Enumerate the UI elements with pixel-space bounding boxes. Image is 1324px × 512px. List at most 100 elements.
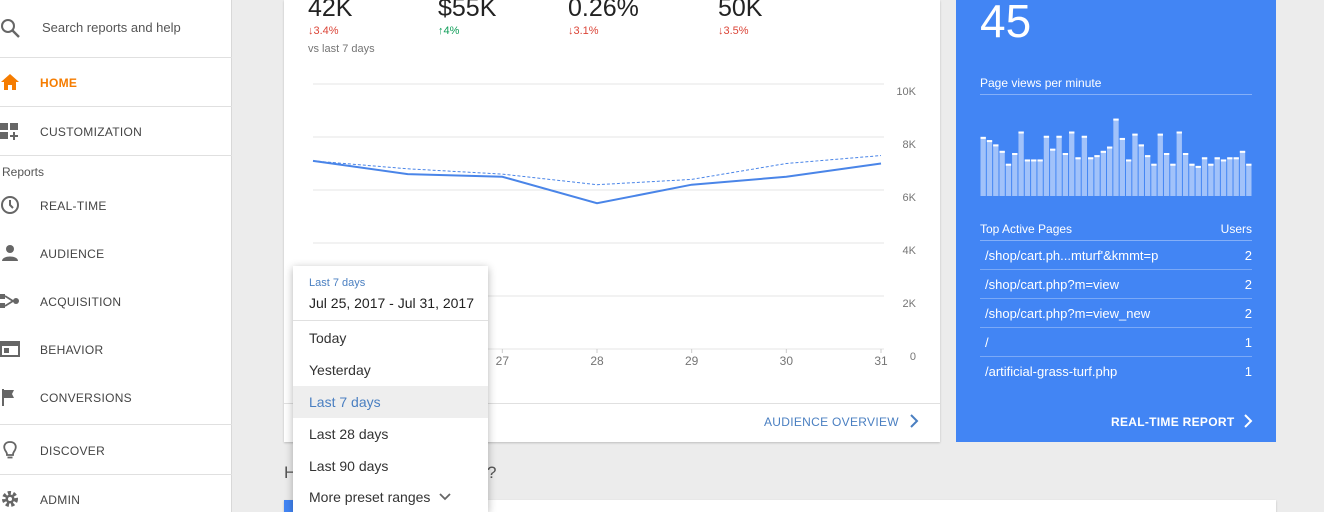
pageviews-bar-chart xyxy=(980,118,1252,196)
pageview-bar-cap xyxy=(1208,163,1214,166)
kpi-revenue[interactable]: $55K ↑4% xyxy=(438,0,496,37)
date-option-yesterday[interactable]: Yesterday xyxy=(293,354,488,386)
table-row[interactable]: /shop/cart.ph...mturf'&kmmt=p 2 xyxy=(980,241,1252,270)
sidebar-search[interactable]: Search reports and help xyxy=(0,0,232,58)
pageview-bar-cap xyxy=(1246,163,1252,166)
pageview-bar xyxy=(1176,131,1182,196)
date-option-last-7-days[interactable]: Last 7 days xyxy=(293,386,488,418)
pageview-bar xyxy=(1182,153,1189,196)
pageview-bar xyxy=(1208,163,1214,196)
pageview-bar-cap xyxy=(1018,131,1024,134)
table-row[interactable]: / 1 xyxy=(980,328,1252,357)
date-option-last-28-days[interactable]: Last 28 days xyxy=(293,418,488,450)
sidebar-item-home[interactable]: HOME xyxy=(0,72,232,94)
kpi-value: $55K xyxy=(438,0,497,22)
pageview-bar-cap xyxy=(1037,159,1043,162)
kpi-users[interactable]: 42K ↓3.4% vs last 7 days xyxy=(308,0,375,55)
y-tick-label: 0 xyxy=(910,351,916,363)
page-path: /shop/cart.php?m=view xyxy=(985,277,1120,292)
pageview-bar xyxy=(980,136,986,196)
chevron-right-icon[interactable] xyxy=(1242,414,1254,428)
date-option-last-90-days[interactable]: Last 90 days xyxy=(293,450,488,482)
scroll-gutter[interactable] xyxy=(1300,0,1324,512)
pageview-bar xyxy=(1056,135,1062,196)
table-row[interactable]: /shop/cart.php?m=view_new 2 xyxy=(980,299,1252,328)
pageview-bar-cap xyxy=(1214,157,1220,160)
pageview-bar xyxy=(1024,159,1031,196)
pageview-bar-cap xyxy=(1031,159,1037,162)
person-icon xyxy=(2,245,18,261)
pageview-bar xyxy=(1119,137,1125,196)
divider xyxy=(980,240,1252,241)
lightbulb-icon xyxy=(3,441,17,459)
sidebar: Search reports and help HOME CUSTOMIZATI… xyxy=(0,0,232,512)
x-tick-label: 27 xyxy=(496,354,510,368)
chevron-right-icon[interactable] xyxy=(908,414,920,428)
option-label: Today xyxy=(309,330,347,346)
sidebar-item-acquisition[interactable]: ACQUISITION xyxy=(0,291,232,313)
sidebar-item-customization[interactable]: CUSTOMIZATION xyxy=(0,121,232,143)
divider xyxy=(0,106,232,107)
y-tick-label: 10K xyxy=(896,86,916,98)
kpi-sessions[interactable]: 50K ↓3.5% xyxy=(718,0,762,37)
active-users-count: 45 xyxy=(980,0,1032,47)
x-tick-label: 28 xyxy=(590,354,604,368)
sessions-line-chart: 10K 8K 6K 4K 2K 0 27 28 29 30 31 xyxy=(312,83,917,368)
pageview-bar-cap xyxy=(1094,155,1100,158)
pageview-bar xyxy=(1157,133,1163,196)
table-row[interactable]: /shop/cart.php?m=view 2 xyxy=(980,270,1252,299)
date-range-dropdown: Last 7 days Jul 25, 2017 - Jul 31, 2017 … xyxy=(293,266,488,512)
date-option-more-presets[interactable]: More preset ranges xyxy=(293,481,488,512)
pageview-bar-cap xyxy=(1170,163,1176,166)
kpi-change: ↓3.1% xyxy=(568,25,599,37)
kpi-compare-label: vs last 7 days xyxy=(308,43,375,55)
pageviews-per-minute-label: Page views per minute xyxy=(980,76,1102,90)
pageview-bar-cap xyxy=(1107,146,1113,149)
sidebar-item-label: CUSTOMIZATION xyxy=(40,125,143,139)
kpi-change: ↓3.5% xyxy=(718,25,749,37)
pageview-bar-cap xyxy=(1119,137,1125,140)
pageview-bar-cap xyxy=(993,144,999,147)
sidebar-item-admin[interactable]: ADMIN xyxy=(0,489,232,511)
pageview-bar-cap xyxy=(1163,153,1170,155)
pageview-bar-cap xyxy=(1151,163,1157,166)
pageview-bar xyxy=(1088,157,1094,196)
tab-indicator xyxy=(284,500,294,512)
sidebar-item-label: BEHAVIOR xyxy=(40,343,104,357)
page-path: /shop/cart.ph...mturf'&kmmt=p xyxy=(985,248,1159,263)
sidebar-item-audience[interactable]: AUDIENCE xyxy=(0,243,232,265)
user-count: 2 xyxy=(1244,248,1252,263)
bottom-card xyxy=(284,500,1276,512)
search-placeholder: Search reports and help xyxy=(42,20,181,35)
user-count: 1 xyxy=(1244,335,1252,350)
top-active-pages-header: Top Active Pages xyxy=(980,222,1073,236)
date-range-header: Last 7 days Jul 25, 2017 - Jul 31, 2017 xyxy=(293,266,488,321)
table-row[interactable]: /artificial-grass-turf.php 1 xyxy=(980,357,1252,386)
pageview-bar xyxy=(1107,146,1113,196)
page-path: /shop/cart.php?m=view_new xyxy=(985,306,1151,321)
date-option-today[interactable]: Today xyxy=(293,322,488,354)
realtime-report-link[interactable]: REAL-TIME REPORT xyxy=(1111,415,1235,429)
page-path: /artificial-grass-turf.php xyxy=(985,364,1118,379)
pageview-bar xyxy=(1018,131,1024,196)
audience-overview-link[interactable]: AUDIENCE OVERVIEW xyxy=(764,415,899,429)
divider xyxy=(0,474,232,475)
pageview-bar xyxy=(1151,163,1157,196)
kpi-conversion-rate[interactable]: 0.26% ↓3.1% xyxy=(568,0,639,37)
date-range-dates: Jul 25, 2017 - Jul 31, 2017 xyxy=(309,295,475,311)
pageview-bar-cap xyxy=(1088,157,1094,160)
sidebar-item-realtime[interactable]: REAL-TIME xyxy=(0,195,232,217)
sidebar-item-label: ACQUISITION xyxy=(40,295,122,309)
gear-icon xyxy=(2,491,18,507)
pageview-bar-cap xyxy=(1005,163,1012,166)
sidebar-item-behavior[interactable]: BEHAVIOR xyxy=(0,339,232,361)
user-count: 2 xyxy=(1244,277,1252,292)
x-tick-label: 31 xyxy=(874,354,888,368)
option-label: Yesterday xyxy=(309,362,371,378)
pageview-bar-cap xyxy=(986,140,993,143)
sidebar-item-discover[interactable]: DISCOVER xyxy=(0,440,232,462)
sidebar-item-conversions[interactable]: CONVERSIONS xyxy=(0,387,232,409)
divider xyxy=(0,155,232,156)
pageview-bar-cap xyxy=(1182,153,1189,155)
option-label: Last 28 days xyxy=(309,426,389,442)
